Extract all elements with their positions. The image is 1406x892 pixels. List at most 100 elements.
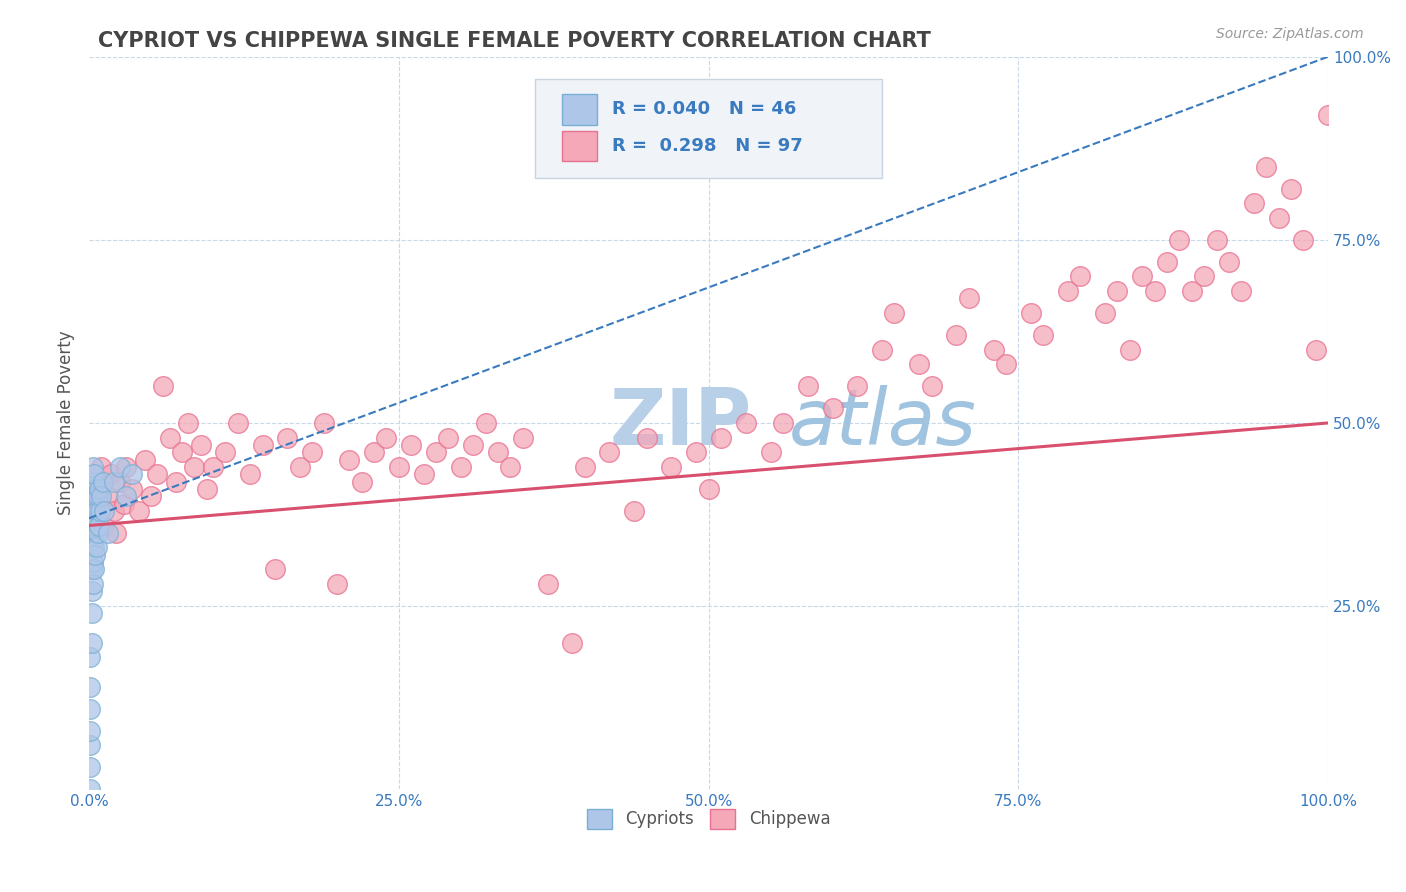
- Point: [134, 452, 156, 467]
- Point: [86, 541, 108, 555]
- Point: [177, 416, 200, 430]
- Point: [80, 636, 103, 650]
- Point: [152, 379, 174, 393]
- Bar: [562, 94, 598, 125]
- Y-axis label: Single Female Poverty: Single Female Poverty: [58, 331, 75, 516]
- Point: [80, 584, 103, 599]
- Point: [108, 459, 131, 474]
- Point: [108, 475, 131, 489]
- Point: [82, 533, 104, 548]
- Point: [170, 445, 193, 459]
- Point: [84, 489, 107, 503]
- Point: [363, 445, 385, 459]
- Point: [84, 518, 107, 533]
- Point: [1181, 284, 1204, 298]
- Point: [772, 416, 794, 430]
- Point: [79, 723, 101, 738]
- Point: [437, 431, 460, 445]
- Point: [661, 459, 683, 474]
- Point: [1168, 233, 1191, 247]
- Point: [82, 518, 104, 533]
- Point: [183, 459, 205, 474]
- Point: [512, 431, 534, 445]
- Point: [82, 504, 104, 518]
- Point: [91, 475, 114, 489]
- Point: [1192, 269, 1215, 284]
- Point: [337, 452, 360, 467]
- Point: [97, 525, 120, 540]
- Point: [412, 467, 434, 482]
- Point: [80, 525, 103, 540]
- Point: [276, 431, 298, 445]
- Point: [994, 357, 1017, 371]
- Point: [1032, 328, 1054, 343]
- Point: [105, 525, 128, 540]
- Point: [1305, 343, 1327, 357]
- Point: [1069, 269, 1091, 284]
- Point: [375, 431, 398, 445]
- Point: [388, 459, 411, 474]
- Point: [846, 379, 869, 393]
- Point: [83, 467, 105, 482]
- Point: [796, 379, 818, 393]
- Point: [734, 416, 756, 430]
- Point: [759, 445, 782, 459]
- Point: [79, 650, 101, 665]
- Point: [710, 431, 733, 445]
- Point: [1267, 211, 1289, 225]
- Point: [314, 416, 336, 430]
- Point: [80, 562, 103, 576]
- Point: [165, 475, 187, 489]
- Point: [93, 518, 115, 533]
- Point: [83, 496, 105, 510]
- Point: [623, 504, 645, 518]
- Legend: Cypriots, Chippewa: Cypriots, Chippewa: [581, 802, 837, 836]
- Point: [83, 562, 105, 576]
- Point: [1019, 306, 1042, 320]
- Point: [103, 504, 125, 518]
- Point: [574, 459, 596, 474]
- Point: [190, 438, 212, 452]
- Point: [201, 459, 224, 474]
- Point: [1107, 284, 1129, 298]
- Point: [87, 518, 110, 533]
- Point: [89, 504, 111, 518]
- Point: [90, 489, 112, 503]
- Point: [1256, 160, 1278, 174]
- Point: [1317, 108, 1340, 122]
- Point: [87, 489, 110, 503]
- Point: [921, 379, 943, 393]
- Point: [288, 459, 311, 474]
- Point: [84, 548, 107, 562]
- Text: Source: ZipAtlas.com: Source: ZipAtlas.com: [1216, 27, 1364, 41]
- Point: [1143, 284, 1166, 298]
- Point: [214, 445, 236, 459]
- Point: [112, 496, 135, 510]
- Point: [945, 328, 967, 343]
- Bar: [562, 130, 598, 161]
- Point: [561, 636, 583, 650]
- Point: [79, 739, 101, 753]
- Point: [1119, 343, 1142, 357]
- Point: [80, 541, 103, 555]
- Point: [1094, 306, 1116, 320]
- Point: [121, 467, 143, 482]
- Text: R = 0.040   N = 46: R = 0.040 N = 46: [612, 101, 796, 119]
- Point: [226, 416, 249, 430]
- Point: [908, 357, 931, 371]
- Text: R =  0.298   N = 97: R = 0.298 N = 97: [612, 137, 803, 155]
- Point: [326, 577, 349, 591]
- Point: [84, 504, 107, 518]
- Point: [100, 467, 122, 482]
- Point: [115, 459, 138, 474]
- Point: [79, 680, 101, 694]
- Point: [474, 416, 496, 430]
- Point: [598, 445, 620, 459]
- Point: [1230, 284, 1253, 298]
- Point: [870, 343, 893, 357]
- Text: CYPRIOT VS CHIPPEWA SINGLE FEMALE POVERTY CORRELATION CHART: CYPRIOT VS CHIPPEWA SINGLE FEMALE POVERT…: [98, 31, 931, 51]
- Point: [146, 467, 169, 482]
- Point: [1057, 284, 1080, 298]
- Point: [83, 541, 105, 555]
- Point: [883, 306, 905, 320]
